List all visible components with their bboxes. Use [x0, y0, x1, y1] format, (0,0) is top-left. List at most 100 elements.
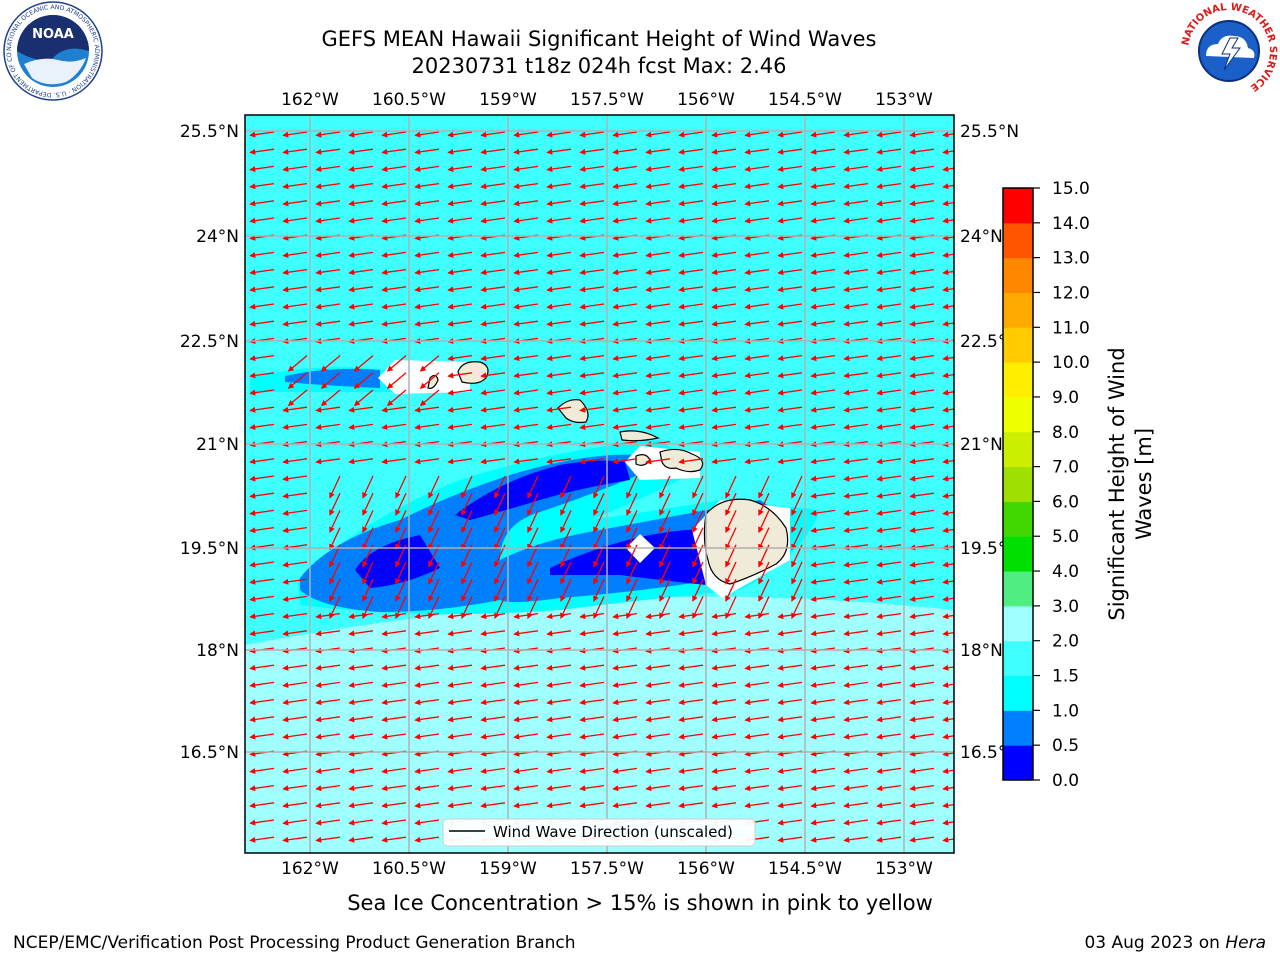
- wave-direction-arrow: [320, 389, 341, 407]
- lon-label-top: 156°W: [677, 90, 735, 110]
- wave-direction-arrow: [447, 698, 473, 706]
- wave-direction-arrow: [791, 561, 803, 585]
- wave-direction-arrow: [645, 406, 671, 413]
- wave-direction-arrow: [513, 423, 539, 431]
- wave-direction-arrow: [480, 389, 506, 396]
- wave-direction-arrow: [282, 595, 308, 603]
- wave-direction-arrow: [876, 251, 902, 259]
- wave-direction-arrow: [909, 165, 935, 173]
- wave-direction-arrow: [744, 372, 770, 379]
- wave-direction-arrow: [480, 802, 506, 809]
- wave-direction-arrow: [447, 681, 473, 689]
- wave-direction-arrow: [843, 458, 869, 465]
- wave-direction-arrow: [249, 784, 275, 792]
- wave-direction-arrow: [645, 182, 671, 190]
- wave-direction-arrow: [843, 165, 869, 173]
- wave-direction-arrow: [579, 664, 605, 671]
- wave-direction-arrow: [546, 200, 572, 207]
- wave-direction-arrow: [579, 354, 605, 362]
- wave-direction-arrow: [546, 217, 572, 224]
- colorbar-segment: [1003, 222, 1033, 259]
- wave-direction-arrow: [843, 475, 869, 482]
- wave-direction-arrow: [909, 354, 935, 362]
- colorbar-tick-label: 8.0: [1052, 423, 1079, 443]
- wave-direction-arrow: [414, 303, 440, 310]
- wave-direction-arrow: [612, 165, 638, 173]
- wave-direction-arrow: [414, 268, 440, 276]
- wave-direction-arrow: [395, 527, 407, 551]
- wave-direction-arrow: [843, 526, 869, 534]
- colorbar-segment: [1003, 396, 1033, 433]
- wave-direction-arrow: [612, 664, 638, 671]
- wave-direction-arrow: [579, 784, 605, 792]
- wave-direction-arrow: [626, 578, 638, 602]
- wave-direction-arrow: [480, 286, 506, 293]
- wave-direction-arrow: [678, 148, 704, 155]
- wave-direction-arrow: [282, 182, 308, 190]
- wave-direction-arrow: [381, 819, 407, 826]
- wave-direction-arrow: [461, 578, 473, 602]
- wave-direction-arrow: [777, 182, 803, 190]
- wave-direction-arrow: [447, 767, 473, 775]
- wave-direction-arrow: [942, 148, 954, 155]
- wave-direction-arrow: [843, 286, 869, 293]
- wave-direction-arrow: [876, 389, 902, 396]
- colorbar-tick-label: 15.0: [1052, 179, 1090, 199]
- molokai-island: [619, 430, 660, 442]
- wave-direction-arrow: [876, 131, 902, 138]
- wave-direction-arrow: [593, 492, 605, 516]
- wave-direction-arrow: [909, 148, 935, 155]
- wave-direction-arrow: [348, 664, 374, 671]
- wave-direction-arrow: [942, 217, 954, 224]
- wave-direction-arrow: [843, 148, 869, 155]
- wave-direction-arrow: [810, 578, 836, 585]
- wave-direction-arrow: [414, 802, 440, 809]
- wave-direction-arrow: [843, 561, 869, 568]
- wave-direction-arrow: [711, 148, 737, 155]
- wave-direction-arrow: [810, 389, 836, 396]
- wave-direction-arrow: [579, 251, 605, 259]
- wave-direction-arrow: [249, 458, 275, 465]
- wave-direction-arrow: [777, 836, 803, 843]
- wave-direction-arrow: [579, 200, 605, 207]
- wave-direction-arrow: [329, 561, 341, 585]
- colorbar-segment: [1003, 710, 1033, 746]
- wave-direction-arrow: [480, 354, 506, 362]
- wave-direction-arrow: [395, 578, 407, 602]
- lon-label-bottom: 157.5°W: [570, 859, 644, 879]
- wave-direction-arrow: [678, 458, 704, 465]
- wave-direction-arrow: [777, 165, 803, 173]
- wave-direction-arrow: [249, 320, 275, 327]
- wave-direction-arrow: [777, 131, 803, 138]
- colorbar-segment: [1003, 501, 1033, 537]
- wave-direction-arrow: [810, 148, 836, 155]
- wave-direction-arrow: [612, 630, 638, 637]
- wave-direction-arrow: [725, 578, 737, 602]
- wave-direction-arrow: [777, 698, 803, 706]
- wave-direction-arrow: [315, 200, 341, 207]
- wave-direction-arrow: [513, 698, 539, 706]
- wave-direction-arrow: [480, 200, 506, 207]
- wave-direction-arrow: [810, 509, 836, 517]
- wave-direction-arrow: [546, 320, 572, 327]
- wave-direction-arrow: [612, 372, 638, 379]
- wave-direction-arrow: [414, 681, 440, 689]
- wave-direction-arrow: [645, 784, 671, 792]
- wave-direction-arrow: [711, 664, 737, 671]
- wave-direction-arrow: [381, 268, 407, 276]
- wave-direction-arrow: [249, 526, 275, 534]
- wave-direction-arrow: [428, 527, 440, 551]
- colorbar-segment: [1003, 431, 1033, 468]
- wave-direction-arrow: [758, 510, 770, 534]
- wave-direction-arrow: [348, 802, 374, 809]
- wave-direction-arrow: [249, 681, 275, 689]
- wave-direction-arrow: [579, 733, 605, 740]
- wave-direction-arrow: [942, 785, 954, 792]
- wave-direction-arrow: [282, 630, 308, 637]
- wave-direction-arrow: [480, 131, 506, 138]
- wave-direction-arrow: [612, 320, 638, 327]
- wave-direction-arrow: [810, 664, 836, 671]
- wave-direction-arrow: [876, 354, 902, 362]
- wave-direction-arrow: [282, 251, 308, 259]
- wave-direction-arrow: [909, 423, 935, 431]
